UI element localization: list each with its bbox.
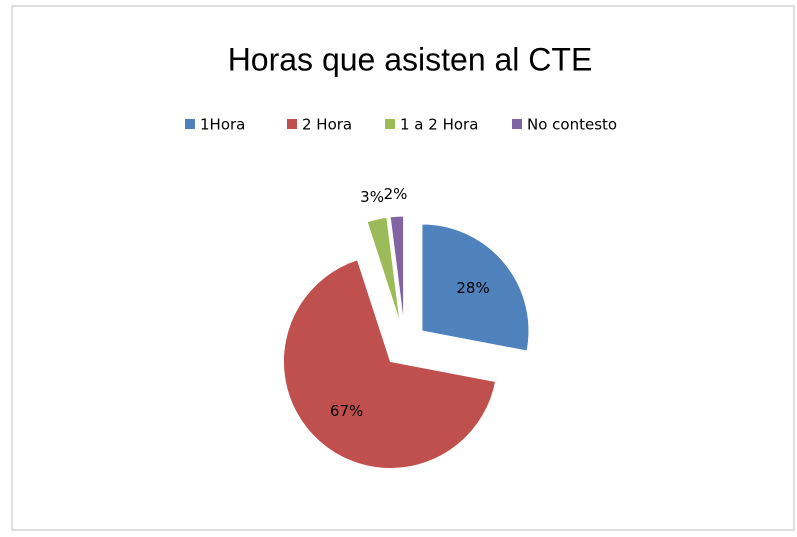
data-label: 3%: [360, 188, 384, 206]
pie-slice: [389, 215, 405, 324]
legend-swatch: [185, 119, 195, 129]
pie-slice: [282, 259, 497, 469]
chart-title: Horas que asisten al CTE: [228, 41, 593, 77]
legend-label: 1 a 2 Hora: [400, 116, 478, 134]
legend-label: No contesto: [527, 116, 617, 134]
legend-swatch: [287, 119, 297, 129]
legend-label: 2 Hora: [302, 116, 352, 134]
pie-slice: [421, 223, 530, 352]
data-label: 67%: [330, 402, 363, 420]
legend-swatch: [512, 119, 522, 129]
pie-slice: [366, 216, 401, 324]
data-label: 28%: [456, 279, 489, 297]
legend-swatch: [385, 119, 395, 129]
data-label: 2%: [384, 185, 408, 203]
legend-label: 1Hora: [200, 116, 245, 134]
